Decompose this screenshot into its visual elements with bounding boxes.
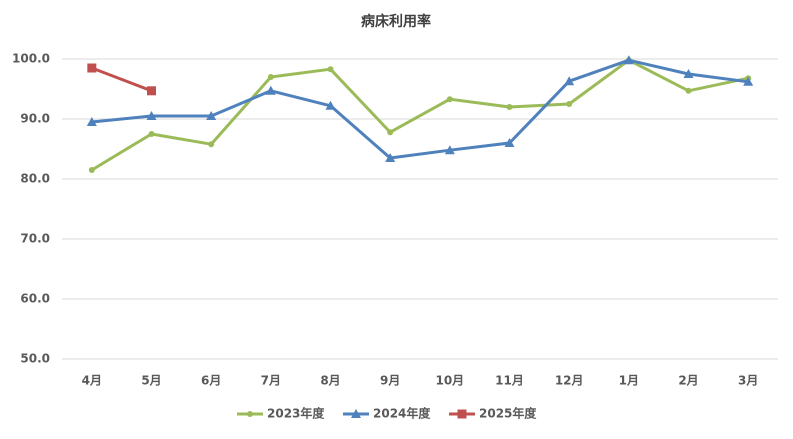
y-tick-label: 50.0 bbox=[20, 352, 50, 366]
series-line bbox=[91, 58, 749, 160]
point bbox=[385, 153, 396, 162]
point bbox=[146, 111, 157, 120]
point bbox=[247, 411, 253, 417]
series-line bbox=[91, 58, 749, 172]
x-tick-label: 10月 bbox=[435, 374, 464, 388]
x-tick-label: 1月 bbox=[619, 374, 639, 388]
point bbox=[327, 66, 334, 73]
point bbox=[87, 63, 97, 73]
series-line bbox=[91, 66, 153, 93]
y-tick-label: 90.0 bbox=[20, 112, 50, 126]
point bbox=[446, 96, 453, 103]
x-tick-label: 4月 bbox=[82, 374, 102, 388]
point bbox=[504, 138, 515, 147]
point bbox=[743, 76, 754, 86]
point bbox=[208, 141, 215, 148]
point bbox=[88, 167, 95, 173]
point bbox=[506, 104, 513, 110]
point bbox=[351, 409, 361, 418]
point bbox=[564, 76, 575, 86]
y-tick-label: 70.0 bbox=[20, 232, 50, 246]
legend-label: 2023年度 bbox=[267, 406, 325, 421]
x-tick-label: 9月 bbox=[380, 374, 400, 388]
point bbox=[457, 409, 467, 419]
point bbox=[267, 74, 274, 80]
point bbox=[566, 101, 573, 107]
x-tick-label: 7月 bbox=[261, 374, 281, 388]
x-tick-label: 6月 bbox=[201, 374, 221, 388]
point bbox=[86, 117, 97, 126]
x-tick-label: 11月 bbox=[495, 374, 524, 388]
point bbox=[685, 87, 692, 94]
legend-label: 2025年度 bbox=[479, 406, 537, 421]
point bbox=[147, 86, 156, 96]
x-tick-label: 12月 bbox=[555, 374, 584, 388]
y-tick-label: 100.0 bbox=[12, 52, 50, 66]
y-tick-label: 60.0 bbox=[20, 292, 50, 306]
legend-label: 2024年度 bbox=[373, 406, 431, 421]
x-tick-label: 3月 bbox=[738, 374, 758, 388]
point bbox=[265, 85, 276, 95]
point bbox=[325, 100, 336, 110]
point bbox=[148, 131, 155, 137]
x-tick-label: 2月 bbox=[678, 374, 698, 388]
x-tick-label: 8月 bbox=[320, 374, 340, 388]
point bbox=[206, 111, 217, 120]
point bbox=[387, 129, 394, 136]
y-tick-label: 80.0 bbox=[20, 172, 50, 186]
point bbox=[683, 69, 694, 78]
chart-title: 病床利用率 bbox=[361, 13, 431, 30]
point bbox=[623, 55, 634, 65]
x-tick-label: 5月 bbox=[141, 374, 161, 388]
point bbox=[444, 145, 455, 155]
